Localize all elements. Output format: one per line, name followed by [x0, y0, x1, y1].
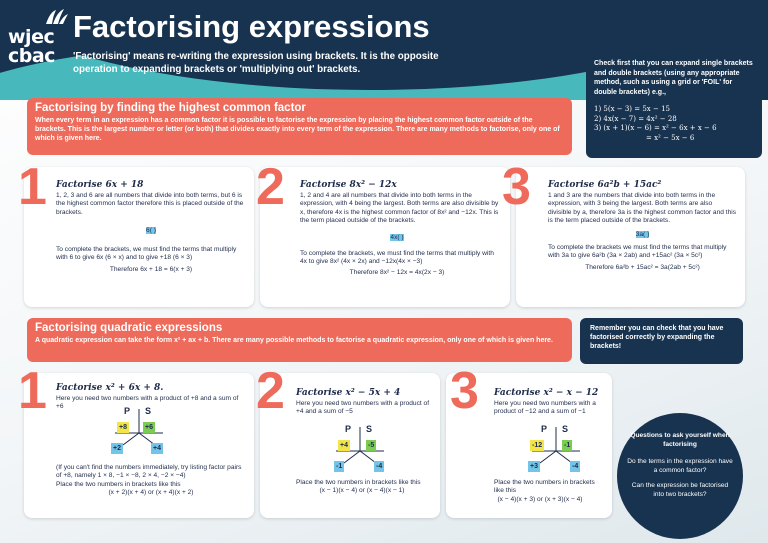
ps-s-label: S — [366, 424, 373, 434]
ps-number-2: +4 — [151, 443, 163, 454]
card-heading: Factorise 6x + 18 — [56, 180, 144, 190]
hcf-card-1: 1 Factorise 6x + 18 1, 2, 3 and 6 are al… — [18, 161, 254, 307]
ps-lines — [336, 427, 384, 464]
hcf-card-2: 2 Factorise 8x² − 12x 1, 2 and 4 are all… — [256, 161, 510, 307]
card-heading: Factorise x² − 5x + 4 — [296, 388, 401, 398]
feathers-icon — [46, 9, 68, 24]
card-result: Therefore 8x² − 12x = 4x(2x − 3) — [349, 268, 445, 276]
quad-card-3: 3 Factorise x² − x − 12 Here you need tw… — [446, 365, 612, 518]
check-example-3: 3) (x + 1)(x − 6) = x² − 6x + x − 6 — [594, 124, 717, 132]
questions-circle: Questions to ask yourself when factorisi… — [617, 413, 743, 539]
card-bracket: 3a( ) — [635, 230, 650, 238]
card-text-3: Place the two numbers in brackets like t… — [296, 478, 421, 486]
ps-lines — [115, 409, 163, 446]
card-answer: (x − 4)(x + 3) or (x + 3)(x − 4) — [497, 495, 583, 503]
hcf-card-3: 3 Factorise 6a²b + 15ac² 1 and 3 are the… — [502, 161, 745, 307]
card-text-1: Here you need two numbers with a product… — [494, 400, 596, 416]
wjec-logo: wjec cbac — [8, 9, 68, 67]
ps-s-label: S — [145, 406, 152, 416]
logo-cbac: cbac — [8, 45, 55, 67]
reminder-box: Remember you can check that you have fac… — [580, 318, 743, 364]
check-example-3b: = x² − 5x − 6 — [646, 133, 695, 142]
card-text-1: 1 and 3 are the numbers that divide into… — [548, 192, 737, 225]
card-text-2: To complete the brackets we must find th… — [548, 244, 727, 260]
check-example-2: 2) 4x(x − 7) = 4x² − 28 — [594, 114, 677, 123]
card-text-2: (If you can't find the numbers immediate… — [56, 463, 242, 480]
card-result: Therefore 6x + 18 = 6(x + 3) — [109, 266, 193, 274]
hcf-title: Factorising by finding the highest commo… — [35, 102, 306, 114]
card-heading: Factorise 6a²b + 15ac² — [548, 180, 662, 190]
ps-diagram: P S +8 +6 +2 +4 — [109, 406, 169, 454]
card-answer: (x − 1)(x − 4) or (x − 4)(x − 1) — [319, 487, 405, 495]
card-result: Therefore 6a²b + 15ac² = 3a(2ab + 5c²) — [585, 263, 700, 271]
card-heading: Factorise 8x² − 12x — [300, 180, 397, 190]
card-number: 3 — [502, 158, 531, 216]
card-bracket: 4x( ) — [390, 233, 404, 241]
card-text-3: Place the two numbers in brackets like t… — [494, 478, 595, 495]
ps-product: +4 — [338, 440, 350, 451]
check-intro: Check first that you can expand single b… — [594, 60, 753, 96]
card-text-2: To complete the brackets, we must find t… — [56, 245, 237, 262]
ps-product: +8 — [117, 422, 129, 433]
ps-number-1: -1 — [334, 461, 345, 472]
card-bracket: 6( ) — [146, 227, 156, 235]
quad-text: A quadratic expression can take the form… — [35, 337, 553, 344]
hcf-text: When every term in an expression has a c… — [35, 117, 560, 142]
ps-sum: -5 — [366, 440, 377, 451]
ps-lines — [532, 427, 580, 464]
page-title: Factorising expressions — [73, 9, 430, 44]
ps-number-2: -4 — [570, 461, 581, 472]
ps-sum: -1 — [562, 440, 573, 451]
check-example-1: 1) 5(x − 3) = 5x − 15 — [594, 105, 670, 113]
quad-card-2: 2 Factorise x² − 5x + 4 Here you need tw… — [256, 365, 440, 518]
quad-title: Factorising quadratic expressions — [35, 322, 223, 334]
page-subtitle: 'Factorising' means re-writing the expre… — [73, 51, 439, 75]
card-text-3: Place the two numbers in brackets like t… — [56, 480, 181, 488]
card-text-1: Here you need two numbers with a product… — [56, 395, 239, 411]
ps-number-1: +3 — [528, 461, 540, 472]
ps-diagram: P S +4 -5 -1 -4 — [330, 424, 390, 472]
card-number: 1 — [18, 158, 47, 216]
ps-p-label: P — [345, 424, 352, 434]
ps-diagram: P S -12 -1 +3 -4 — [526, 424, 586, 472]
question-2: Can the expression be factorised into tw… — [631, 482, 729, 498]
card-number: 3 — [450, 362, 479, 420]
ps-s-label: S — [562, 424, 569, 434]
card-text-1: Here you need two numbers with a product… — [296, 400, 430, 416]
card-heading: Factorise x² − x − 12 — [494, 388, 599, 398]
questions-title: Questions to ask yourself when factorisi… — [630, 432, 730, 448]
card-heading: Factorise x² + 6x + 8. — [56, 383, 164, 393]
logo-wjec: wjec — [8, 26, 55, 48]
ps-p-label: P — [541, 424, 548, 434]
card-number: 2 — [256, 362, 285, 420]
quad-card-1: 1 Factorise x² + 6x + 8. Here you need t… — [18, 365, 254, 518]
quad-banner: Factorising quadratic expressions A quad… — [27, 318, 572, 362]
card-number: 2 — [256, 158, 285, 216]
ps-p-label: P — [124, 406, 131, 416]
card-number: 1 — [18, 362, 47, 420]
question-1: Do the terms in the expression have a co… — [627, 458, 733, 474]
ps-product: -12 — [530, 440, 545, 451]
ps-sum: +6 — [143, 422, 155, 433]
card-text-2: To complete the brackets, we must find t… — [300, 250, 494, 266]
card-answer: (x + 2)(x + 4) or (x + 4)(x + 2) — [108, 489, 194, 497]
hcf-banner: Factorising by finding the highest commo… — [27, 98, 572, 155]
card-text-1: 1, 2, 3 and 6 are all numbers that divid… — [56, 192, 244, 216]
ps-number-1: +2 — [111, 443, 123, 454]
expand-check-box: Check first that you can expand single b… — [586, 52, 762, 158]
ps-number-2: -4 — [374, 461, 385, 472]
card-text-1: 1, 2 and 4 are all numbers that divide i… — [300, 192, 499, 225]
